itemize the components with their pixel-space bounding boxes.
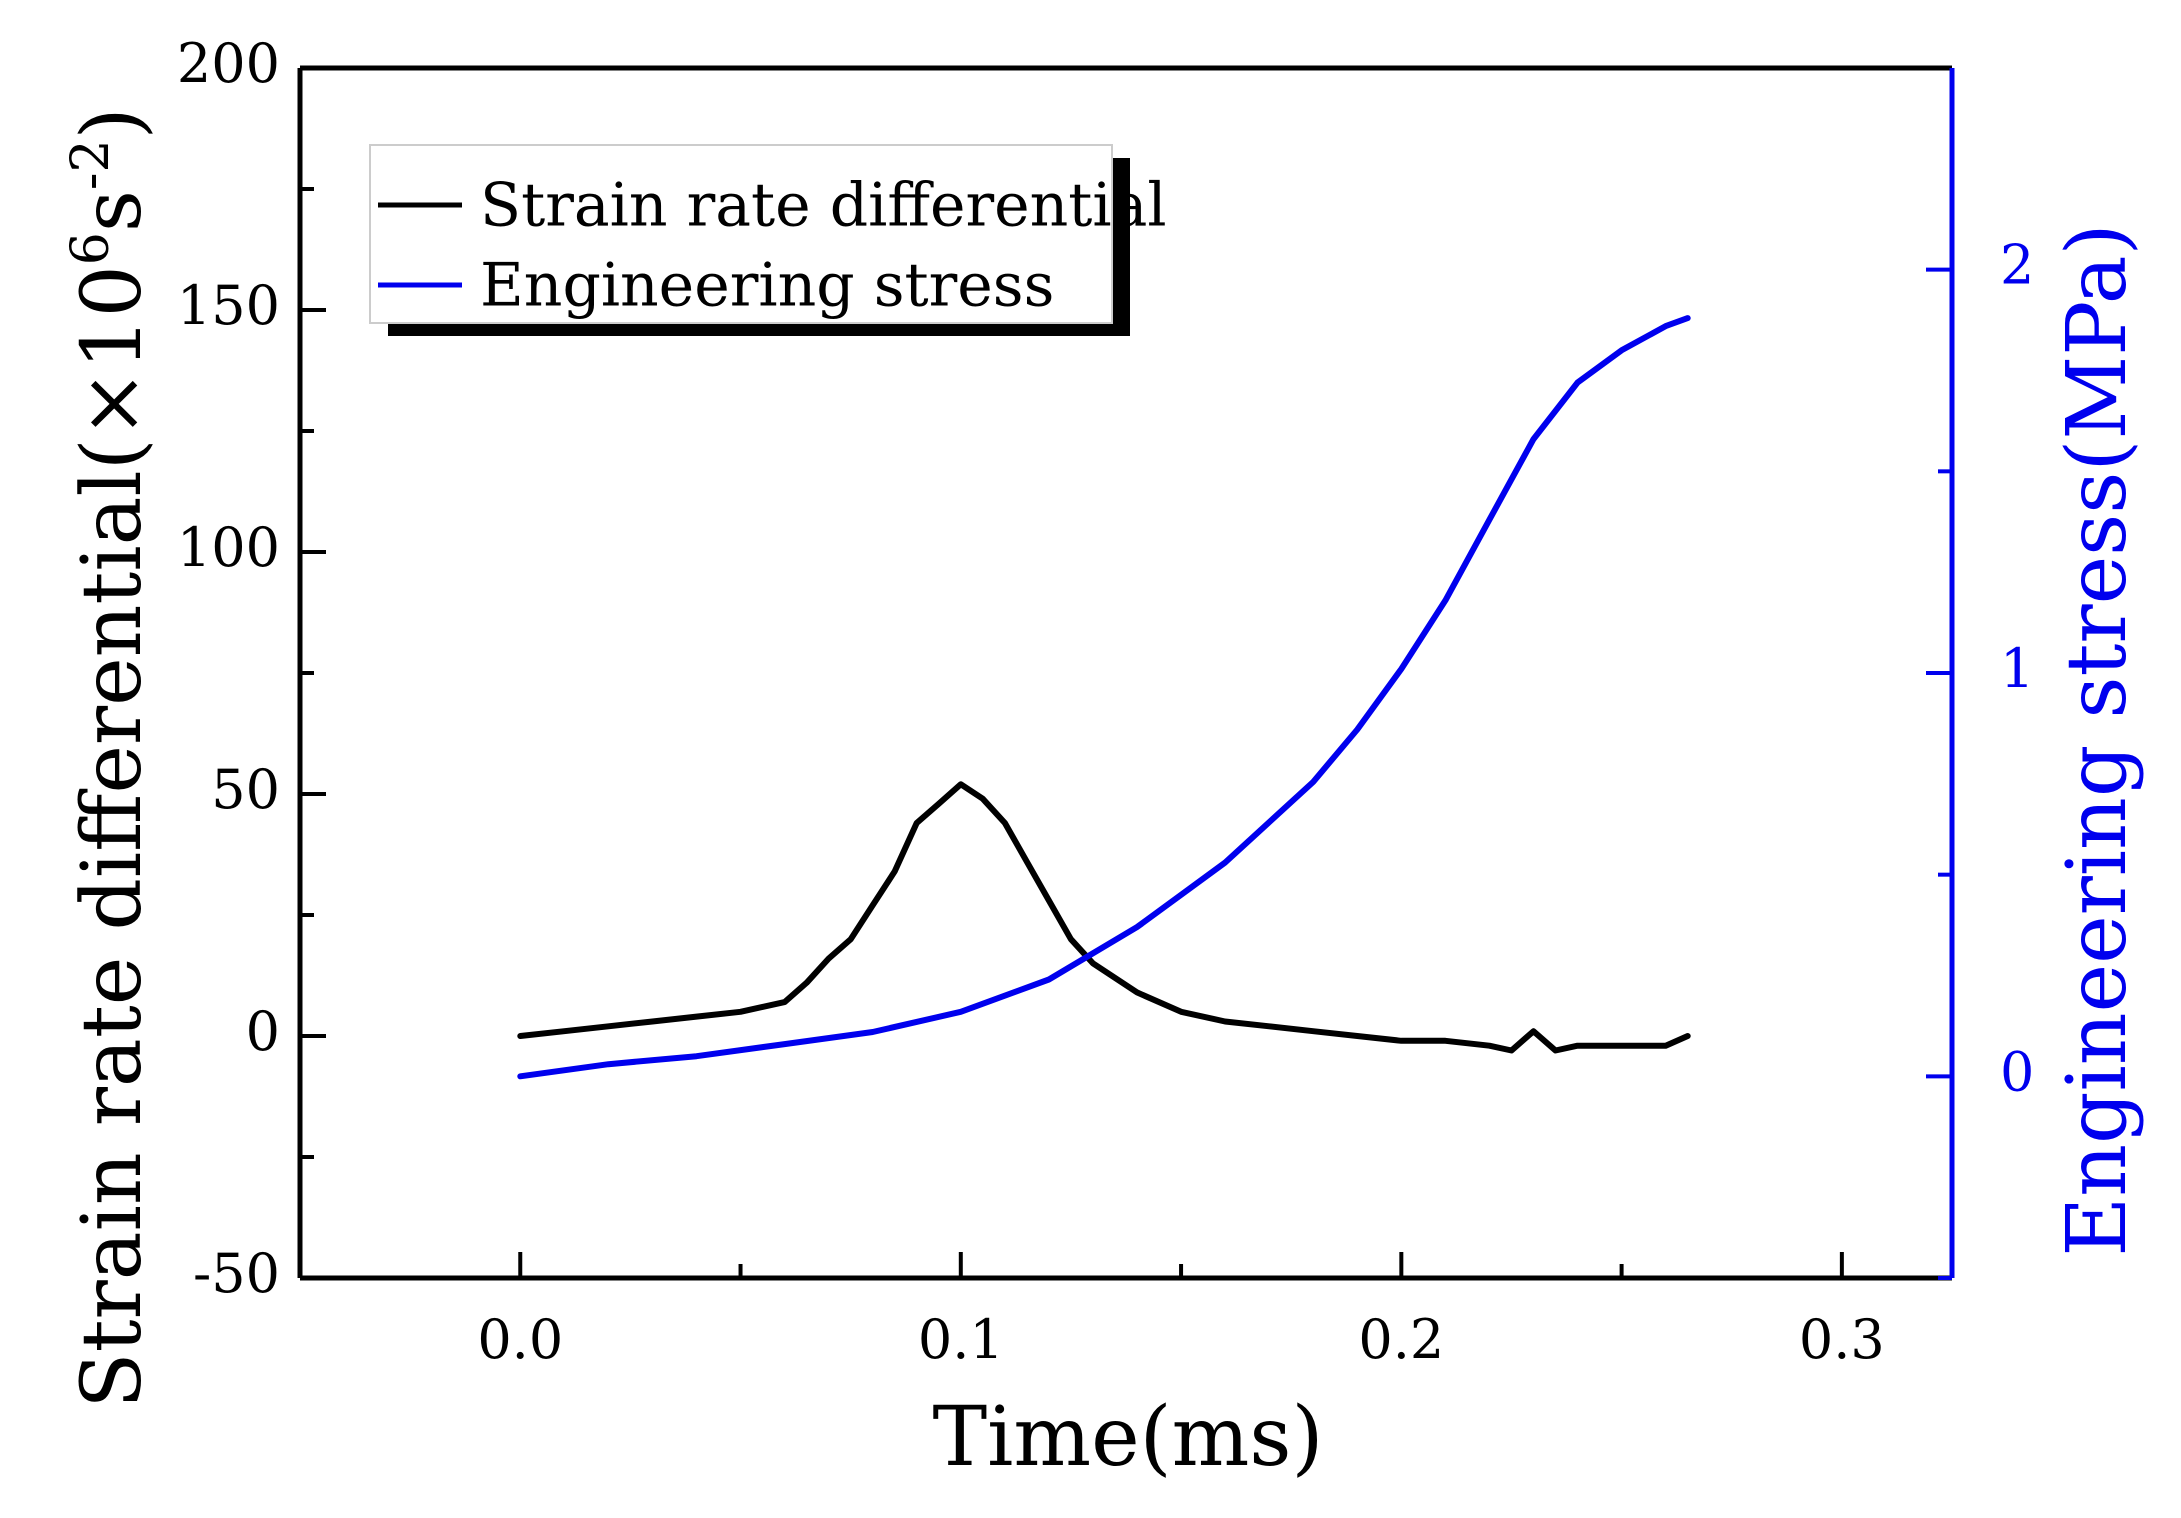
y-right-tick-label: 2 — [2000, 234, 2034, 297]
series-line-engineering-stress — [517, 315, 1691, 1080]
x-tick-label: 0.2 — [1358, 1308, 1444, 1371]
x-axis-title: Time(ms) — [932, 1390, 1323, 1485]
y-left-tick-label: 100 — [177, 516, 280, 579]
y-right-axis-title: Engineering stress(MPa) — [2050, 223, 2145, 1256]
y-right-tick-label: 1 — [2000, 637, 2034, 700]
x-tick-label: 0.3 — [1799, 1308, 1885, 1371]
series-line-strain-rate-differential — [517, 781, 1691, 1054]
y-left-tick-label: 50 — [211, 758, 280, 821]
series-layer — [517, 315, 1691, 1080]
y-left-tick-label: 150 — [177, 274, 280, 337]
legend-label-engineering-stress: Engineering stress — [480, 251, 1054, 321]
y-left-tick-label: 200 — [177, 32, 280, 95]
y-left-tick-label: 0 — [246, 1000, 280, 1063]
x-tick-label: 0.0 — [477, 1308, 563, 1371]
y-right-tick-label: 0 — [2000, 1040, 2034, 1103]
x-tick-label: 0.1 — [918, 1308, 1004, 1371]
y-left-axis-title: Strain rate differential(×106s-2) — [61, 107, 160, 1408]
legend: Strain rate differential Engineering str… — [369, 144, 1167, 336]
legend-label-strain-rate: Strain rate differential — [480, 171, 1167, 241]
y-left-tick-label: -50 — [193, 1242, 280, 1305]
legend-box — [369, 144, 1113, 324]
axes: 0.0 0.1 0.2 0.3 -50 0 50 100 150 200 0 1 2 — [177, 32, 2034, 1371]
